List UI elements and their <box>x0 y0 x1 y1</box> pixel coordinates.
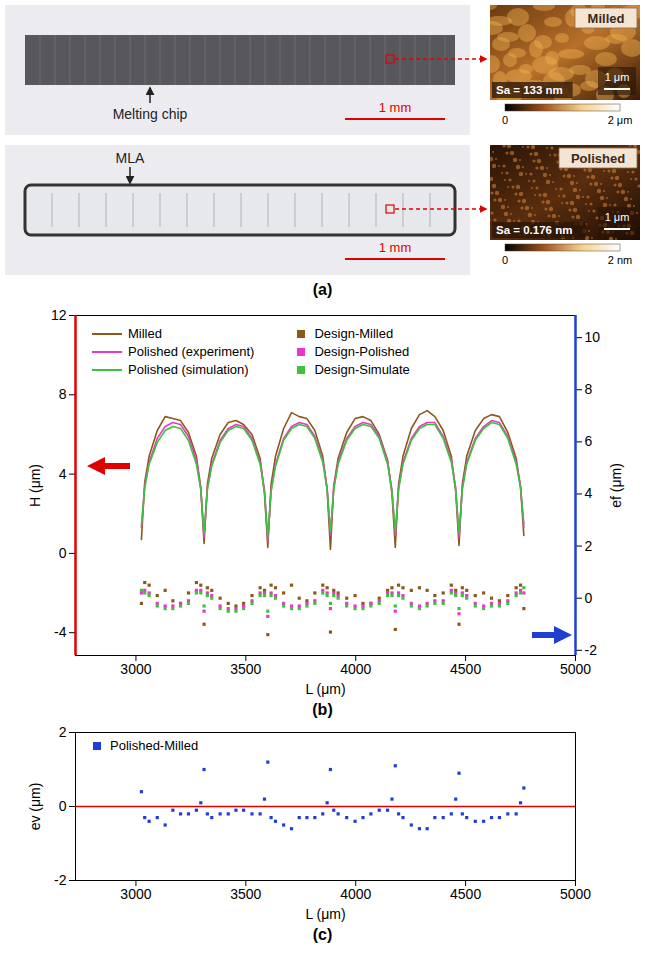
svg-text:2: 2 <box>59 724 67 740</box>
svg-text:4000: 4000 <box>340 886 371 902</box>
svg-text:4500: 4500 <box>450 661 481 677</box>
svg-text:H (μm): H (μm) <box>27 464 43 507</box>
svg-text:8: 8 <box>585 381 593 397</box>
svg-text:4000: 4000 <box>340 661 371 677</box>
svg-text:3500: 3500 <box>230 886 261 902</box>
svg-text:L (μm): L (μm) <box>305 906 345 922</box>
html-text:Polished (simulation): Polished (simulation) <box>128 362 249 377</box>
svg-text:4500: 4500 <box>450 886 481 902</box>
svg-text:12: 12 <box>51 307 67 323</box>
svg-text:Melting chip: Melting chip <box>113 106 188 122</box>
svg-text:3000: 3000 <box>120 886 151 902</box>
html-text:(b): (b) <box>312 701 333 718</box>
svg-text:10: 10 <box>585 329 601 345</box>
svg-text:Milled: Milled <box>588 11 625 26</box>
svg-text:8: 8 <box>59 386 67 402</box>
svg-text:-2: -2 <box>585 642 598 658</box>
svg-text:-4: -4 <box>54 624 67 640</box>
svg-text:6: 6 <box>585 433 593 449</box>
svg-text:L (μm): L (μm) <box>305 681 345 697</box>
svg-text:0: 0 <box>585 590 593 606</box>
svg-text:1 mm: 1 mm <box>379 240 412 255</box>
svg-text:0: 0 <box>502 114 508 126</box>
svg-text:3000: 3000 <box>120 661 151 677</box>
svg-text:1 μm: 1 μm <box>605 71 630 83</box>
svg-text:ef (μm): ef (μm) <box>608 463 624 508</box>
html-text:(a): (a) <box>312 281 333 298</box>
html-text:Milled: Milled <box>128 326 162 341</box>
svg-text:1 μm: 1 μm <box>605 211 630 223</box>
html-text:Design-Simulate: Design-Simulate <box>314 362 410 377</box>
svg-text:Sa = 133 nm: Sa = 133 nm <box>496 84 563 96</box>
svg-text:2 μm: 2 μm <box>608 114 633 126</box>
svg-text:2: 2 <box>585 538 593 554</box>
svg-text:4: 4 <box>59 466 67 482</box>
html-text:Polished-Milled: Polished-Milled <box>110 738 199 753</box>
svg-text:0: 0 <box>59 545 67 561</box>
svg-text:5000: 5000 <box>560 886 591 902</box>
svg-text:2 nm: 2 nm <box>608 254 632 266</box>
svg-text:-2: -2 <box>54 872 67 888</box>
html-text:(c): (c) <box>312 926 333 943</box>
html-text:Polished (experiment): Polished (experiment) <box>128 344 255 359</box>
svg-text:0: 0 <box>502 254 508 266</box>
svg-text:MLA: MLA <box>116 150 145 166</box>
html-text:Design-Polished: Design-Polished <box>314 344 410 359</box>
html-text:Design-Milled: Design-Milled <box>314 326 394 341</box>
svg-text:5000: 5000 <box>560 661 591 677</box>
svg-text:0: 0 <box>59 798 67 814</box>
svg-text:3500: 3500 <box>230 661 261 677</box>
svg-text:ev (μm): ev (μm) <box>27 783 43 831</box>
svg-text:Sa = 0.176 nm: Sa = 0.176 nm <box>496 224 572 236</box>
svg-text:Polished: Polished <box>571 151 625 166</box>
svg-text:1 mm: 1 mm <box>379 100 412 115</box>
svg-text:4: 4 <box>585 485 593 501</box>
